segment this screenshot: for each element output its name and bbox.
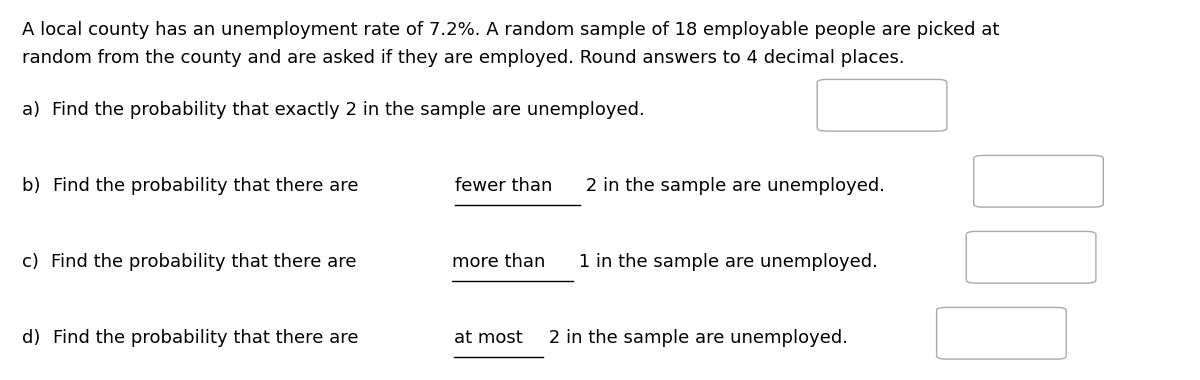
Text: a): a) [22,101,46,119]
Text: Find the probability that there are: Find the probability that there are [53,177,364,195]
Text: fewer than: fewer than [455,177,552,195]
Text: Find the probability that exactly 2 in the sample are unemployed.: Find the probability that exactly 2 in t… [53,101,646,119]
Text: c): c) [22,253,44,271]
Text: Find the probability that there are: Find the probability that there are [53,329,364,347]
FancyBboxPatch shape [817,79,947,131]
Text: at most: at most [455,329,523,347]
Text: d): d) [22,329,46,347]
Text: random from the county and are asked if they are employed. Round answers to 4 de: random from the county and are asked if … [22,49,905,67]
Text: A local county has an unemployment rate of 7.2%. A random sample of 18 employabl: A local county has an unemployment rate … [22,21,998,39]
FancyBboxPatch shape [936,307,1067,359]
Text: Find the probability that there are: Find the probability that there are [50,253,362,271]
Text: 2 in the sample are unemployed.: 2 in the sample are unemployed. [580,177,886,195]
Text: 2 in the sample are unemployed.: 2 in the sample are unemployed. [544,329,848,347]
FancyBboxPatch shape [973,155,1103,207]
FancyBboxPatch shape [966,231,1096,283]
Text: 1 in the sample are unemployed.: 1 in the sample are unemployed. [572,253,877,271]
Text: more than: more than [452,253,546,271]
Text: b): b) [22,177,46,195]
